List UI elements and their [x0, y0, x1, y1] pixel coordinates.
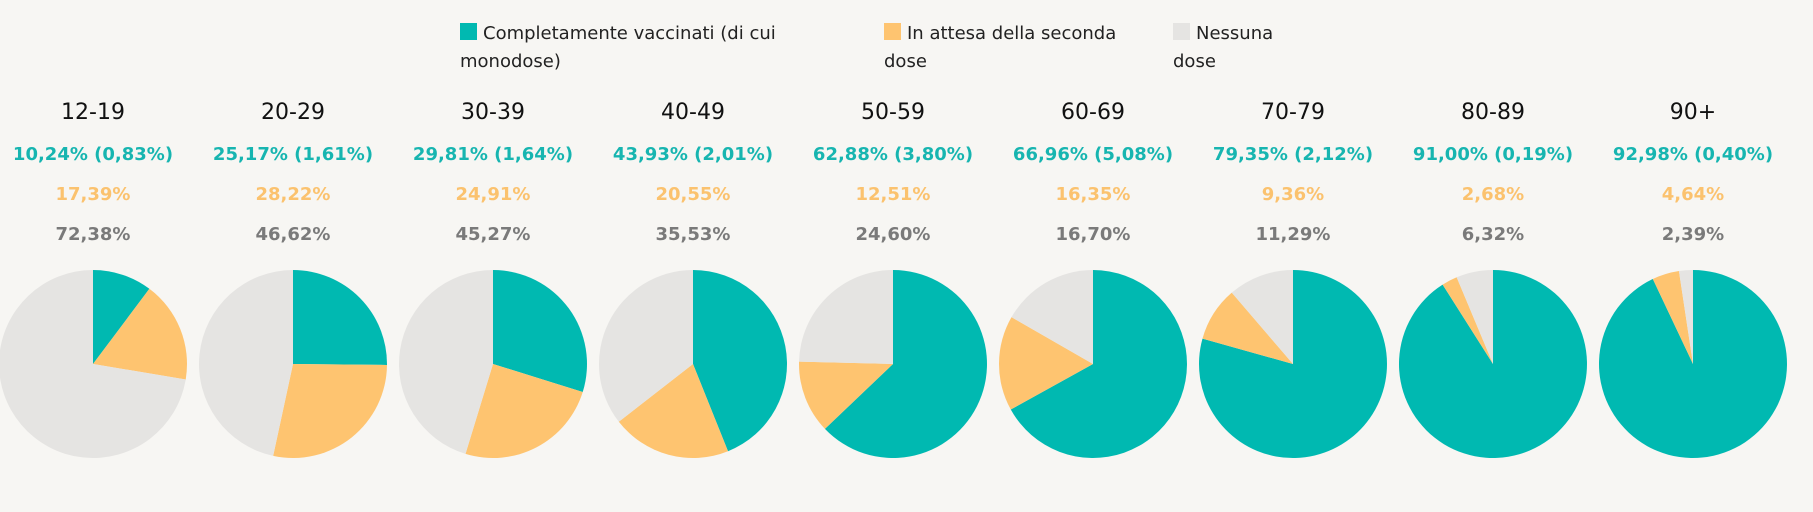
no-dose-value: 46,62% — [255, 224, 331, 245]
slice-waiting-second-dose — [618, 364, 729, 459]
full-vaccinated-value: 10,24% (0,83%) — [12, 144, 174, 165]
pie-chart — [199, 270, 387, 458]
slice-no-dose — [1231, 270, 1293, 364]
waiting-second-dose-value: 2,68% — [1461, 184, 1525, 205]
full-vaccinated-value: 66,96% (5,08%) — [1012, 144, 1174, 165]
age-label: 70-79 — [1261, 100, 1325, 125]
pie-chart — [0, 270, 187, 458]
waiting-second-dose-value: 20,55% — [655, 184, 731, 205]
waiting-second-dose-value: 4,64% — [1661, 184, 1725, 205]
slice-fully-vaccinated — [824, 270, 987, 458]
no-dose-value: 45,27% — [455, 224, 531, 245]
slice-no-dose — [1678, 270, 1693, 364]
legend-swatch-none — [1173, 23, 1190, 40]
pie-chart — [1398, 270, 1587, 458]
slice-no-dose — [199, 270, 293, 456]
no-dose-value: 11,29% — [1255, 224, 1331, 245]
legend-label-full: Completamente vaccinati (di cui monodose… — [460, 23, 776, 72]
pie-chart — [1598, 270, 1787, 458]
legend-swatch-waiting — [884, 23, 901, 40]
legend-item-waiting: In attesa della seconda dose — [884, 20, 1134, 76]
full-vaccinated-value: 92,98% (0,40%) — [1612, 144, 1774, 165]
slice-no-dose — [0, 270, 186, 458]
slice-waiting-second-dose — [1202, 292, 1293, 364]
waiting-second-dose-value: 17,39% — [55, 184, 131, 205]
waiting-second-dose-value: 12,51% — [855, 184, 931, 205]
slice-fully-vaccinated — [1398, 270, 1587, 458]
slice-waiting-second-dose — [1652, 271, 1693, 364]
legend-item-full: Completamente vaccinati (di cui monodose… — [460, 20, 790, 76]
no-dose-value: 16,70% — [1055, 224, 1131, 245]
no-dose-value: 35,53% — [655, 224, 731, 245]
waiting-second-dose-value: 9,36% — [1261, 184, 1325, 205]
no-dose-value: 6,32% — [1461, 224, 1525, 245]
slice-waiting-second-dose — [465, 364, 583, 459]
no-dose-value: 24,60% — [855, 224, 931, 245]
age-label: 12-19 — [61, 100, 125, 125]
slice-no-dose — [1011, 270, 1093, 364]
legend: Completamente vaccinati (di cui monodose… — [0, 20, 1813, 80]
waiting-second-dose-value: 16,35% — [1055, 184, 1131, 205]
full-vaccinated-value: 25,17% (1,61%) — [212, 144, 374, 165]
age-label: 20-29 — [261, 100, 325, 125]
full-vaccinated-value: 79,35% (2,12%) — [1212, 144, 1374, 165]
full-vaccinated-value: 62,88% (3,80%) — [812, 144, 974, 165]
legend-label-waiting: In attesa della seconda dose — [884, 23, 1117, 72]
age-label: 60-69 — [1061, 100, 1125, 125]
slice-fully-vaccinated — [1598, 270, 1787, 458]
slice-waiting-second-dose — [93, 288, 187, 380]
age-label: 50-59 — [861, 100, 925, 125]
slice-fully-vaccinated — [1010, 270, 1187, 458]
full-vaccinated-value: 29,81% (1,64%) — [412, 144, 574, 165]
slice-fully-vaccinated — [293, 270, 387, 365]
slice-fully-vaccinated — [493, 270, 587, 392]
legend-swatch-full — [460, 23, 477, 40]
pie-chart — [1199, 270, 1388, 458]
waiting-second-dose-value: 24,91% — [455, 184, 531, 205]
slice-no-dose — [799, 270, 893, 364]
full-vaccinated-value: 91,00% (0,19%) — [1412, 144, 1574, 165]
legend-label-none: Nessuna dose — [1173, 23, 1274, 72]
pie-charts-row: 12-19 10,24% (0,83%) 17,39% 72,38% 20-29 25,1… — [0, 90, 1813, 470]
waiting-second-dose-value: 28,22% — [255, 184, 331, 205]
slice-no-dose — [598, 270, 693, 422]
pie-chart — [398, 270, 587, 459]
pie-chart — [998, 270, 1187, 458]
slice-waiting-second-dose — [273, 364, 387, 458]
slice-fully-vaccinated — [1199, 270, 1388, 458]
no-dose-value: 72,38% — [55, 224, 131, 245]
slice-fully-vaccinated — [693, 270, 788, 452]
slice-no-dose — [398, 270, 493, 454]
pie-chart — [799, 270, 987, 458]
slice-waiting-second-dose — [1442, 277, 1493, 364]
slice-waiting-second-dose — [998, 317, 1093, 410]
slice-no-dose — [1456, 270, 1493, 364]
age-label: 40-49 — [661, 100, 725, 125]
age-label: 30-39 — [461, 100, 525, 125]
slice-fully-vaccinated — [93, 270, 150, 364]
pie-chart — [598, 270, 788, 459]
age-label: 80-89 — [1461, 100, 1525, 125]
age-label: 90+ — [1669, 100, 1717, 125]
full-vaccinated-value: 43,93% (2,01%) — [612, 144, 774, 165]
legend-item-none: Nessuna dose — [1173, 20, 1293, 76]
slice-waiting-second-dose — [799, 361, 893, 429]
no-dose-value: 2,39% — [1661, 224, 1725, 245]
